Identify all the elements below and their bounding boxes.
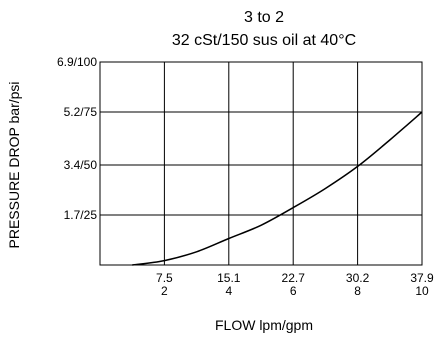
x-tick-label-gpm: 10 [415, 284, 429, 298]
grid-lines [100, 62, 422, 265]
x-tick-label-lpm: 15.1 [217, 271, 241, 285]
pressure-drop-curve [132, 111, 423, 266]
x-tick-label-gpm: 6 [290, 284, 297, 298]
x-tick-label-lpm: 37.9 [410, 271, 434, 285]
series-lines [132, 111, 423, 266]
y-tick-label: 5.2/75 [64, 105, 98, 119]
y-tick-labels: 1.7/25 3.4/50 5.2/75 6.9/100 [57, 55, 97, 222]
x-tick-labels: 7.52 15.14 22.76 30.28 37.910 [156, 271, 434, 298]
x-tick-label-lpm: 30.2 [346, 271, 370, 285]
chart-subtitle: 32 cSt/150 sus oil at 40°C [172, 32, 356, 49]
plot-frame [99, 61, 423, 266]
y-tick-label: 6.9/100 [57, 55, 97, 69]
y-axis-label: PRESSURE DROP bar/psi [6, 81, 22, 248]
y-tick-label: 1.7/25 [64, 208, 98, 222]
x-tick-label-gpm: 8 [354, 284, 361, 298]
x-tick-label-lpm: 22.7 [282, 271, 306, 285]
chart-title: 3 to 2 [244, 9, 284, 26]
x-tick-label-gpm: 2 [161, 284, 168, 298]
x-tick-label-gpm: 4 [225, 284, 232, 298]
y-tick-label: 3.4/50 [64, 158, 98, 172]
x-axis-label: FLOW lpm/gpm [215, 317, 313, 333]
x-tick-label-lpm: 7.5 [156, 271, 173, 285]
